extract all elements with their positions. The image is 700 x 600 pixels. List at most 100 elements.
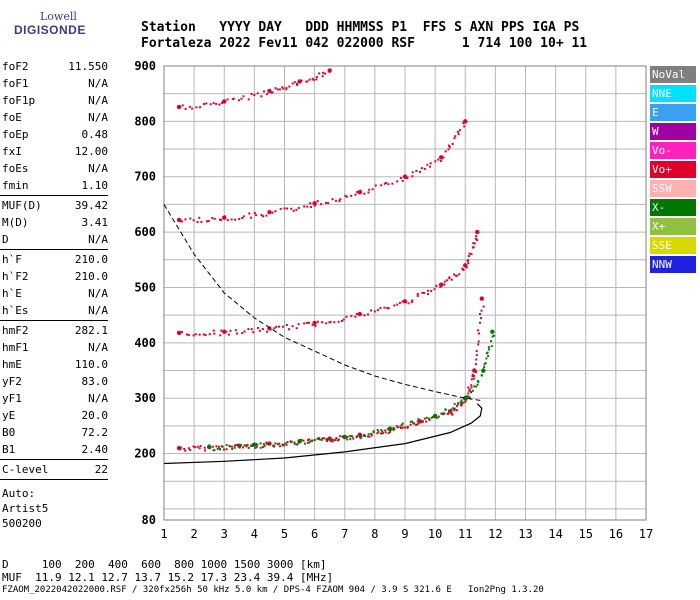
trace-speckle [250, 92, 253, 95]
trace-speckle [327, 202, 330, 205]
trace-speckle [283, 207, 286, 210]
y-tick-label: 400 [134, 336, 156, 350]
trace-speckle [401, 422, 404, 425]
param-value: 83.0 [81, 375, 109, 388]
trace-speckle [427, 417, 430, 420]
trace-speckle [196, 445, 199, 448]
legend-item: Vo- [650, 142, 696, 159]
trace-speckle [406, 425, 409, 428]
trace-speckle [399, 425, 402, 428]
trace-speckle [474, 237, 477, 240]
trace-speckle [470, 384, 473, 387]
x-tick-label: 5 [281, 527, 288, 541]
trace-speckle [367, 433, 370, 436]
trace-speckle [308, 78, 311, 81]
trace-speckle [416, 294, 419, 297]
param-value: 20.0 [81, 409, 109, 422]
trace-speckle [329, 439, 332, 442]
trace-speckle [315, 78, 318, 81]
trace-speckle [352, 437, 355, 440]
trace-speckle [434, 160, 437, 163]
trace-speckle [306, 205, 309, 208]
trace-speckle [467, 392, 470, 395]
param-row: foF1 N/A [0, 75, 160, 92]
logo-line1: Lowell [40, 10, 77, 23]
trace-speckle [194, 333, 197, 336]
trace-speckle [440, 412, 443, 415]
trace-speckle [427, 293, 430, 296]
trace-speckle [187, 334, 190, 337]
trace-speckle [475, 350, 478, 353]
trace-speckle [316, 200, 319, 203]
trace-speckle [355, 312, 358, 315]
trace-speckle [321, 321, 324, 324]
trace-speckle [425, 420, 428, 423]
trace-speckle [396, 426, 399, 429]
trace-speckle [308, 441, 311, 444]
trace-speckle [255, 445, 258, 448]
param-row: foEp 0.48 [0, 126, 160, 143]
trace-speckle [439, 285, 442, 288]
param-row: M(D) 3.41 [0, 214, 160, 231]
trace-speckle [391, 182, 394, 185]
trace-speckle [306, 80, 309, 83]
trace-speckle [447, 148, 450, 151]
trace-speckle [320, 438, 323, 441]
trace-speckle [300, 438, 303, 441]
trace-speckle [298, 80, 301, 83]
trace-speckle [229, 329, 232, 332]
trace-speckle [480, 374, 483, 377]
trace-speckle [379, 432, 382, 435]
trace-speckle [371, 188, 374, 191]
trace-speckle [237, 443, 240, 446]
trace-speckle [450, 408, 453, 411]
param-separator [0, 195, 108, 196]
trace-speckle [266, 442, 269, 445]
trace-speckle [282, 443, 285, 446]
trace-speckle [333, 321, 336, 324]
param-value: 3.41 [81, 216, 109, 229]
param-name: B0 [2, 426, 16, 439]
trace-speckle [278, 442, 281, 445]
trace-speckle [444, 150, 447, 153]
trace-speckle [485, 357, 488, 360]
trace-speckle [451, 142, 454, 145]
param-name: fmin [2, 179, 29, 192]
trace-speckle [423, 417, 426, 420]
trace-speckle [285, 88, 288, 91]
trace-speckle [183, 447, 186, 450]
param-row: hmF1 N/A [0, 339, 160, 356]
param-name: MUF(D) [2, 199, 42, 212]
trace-speckle [392, 428, 395, 431]
param-row: fmin 1.10 [0, 177, 160, 194]
auto-label: Auto: [2, 487, 36, 500]
header-line1: Station YYYY DAY DDD HHMMSS P1 FFS S AXN… [141, 20, 580, 35]
trace-speckle [479, 321, 482, 324]
param-value: N/A [88, 287, 108, 300]
trace-speckle [370, 432, 373, 435]
y-tick-label: 500 [134, 280, 156, 294]
trace-speckle [203, 102, 206, 105]
y-tick-label: 200 [134, 447, 156, 461]
footer: D 100 200 400 600 800 1000 1500 3000 [km… [2, 558, 544, 597]
trace-speckle [367, 191, 370, 194]
trace-speckle [453, 137, 456, 140]
trace-speckle [346, 438, 349, 441]
trace-speckle [321, 437, 324, 440]
trace-speckle [220, 329, 223, 332]
trace-speckle [237, 99, 240, 102]
trace-speckle [419, 170, 422, 173]
trace-speckle [399, 176, 402, 179]
trace-speckle [222, 99, 225, 102]
trace-speckle [487, 348, 490, 351]
trace-speckle [379, 306, 382, 309]
trace-speckle [457, 402, 460, 405]
trace-speckle [297, 206, 300, 209]
trace-speckle [284, 442, 287, 445]
param-name: yF2 [2, 375, 22, 388]
param-value: 11.550 [68, 60, 108, 73]
trace-speckle [420, 167, 423, 170]
trace-speckle [215, 445, 218, 448]
electron-density-profile [163, 403, 483, 465]
trace-speckle [415, 170, 418, 173]
